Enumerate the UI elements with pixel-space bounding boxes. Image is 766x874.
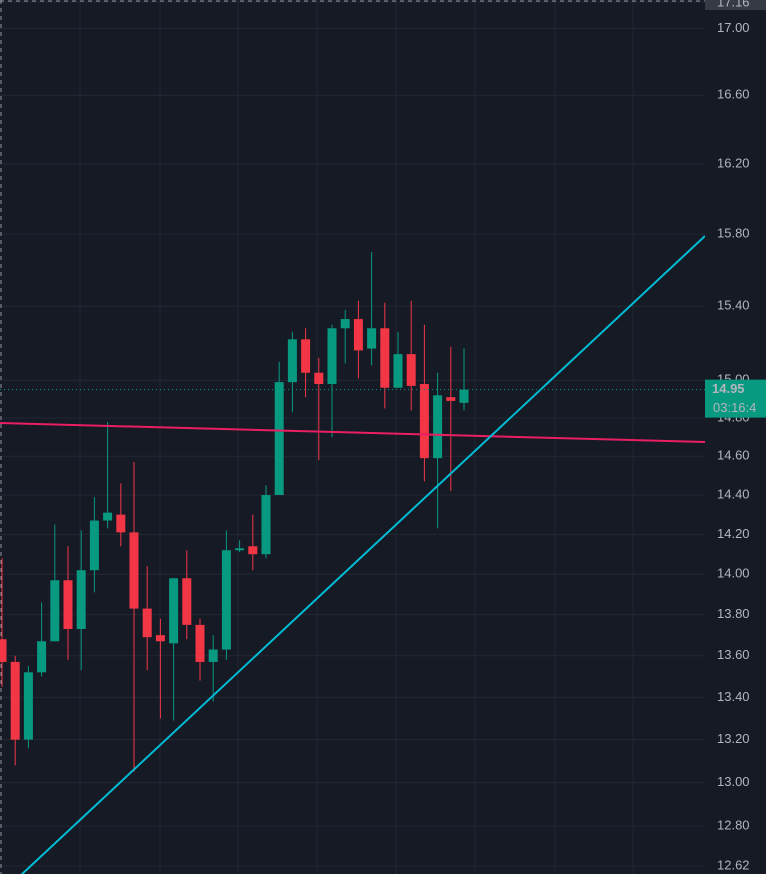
candle-body (89, 520, 99, 571)
candle-body (0, 639, 7, 662)
axis-background (705, 0, 766, 874)
candle-body (287, 339, 297, 383)
candle-body (406, 354, 416, 386)
candle-body (367, 328, 377, 349)
y-tick-label: 14.60 (717, 448, 750, 463)
candle-body (261, 495, 271, 555)
candle-body (50, 580, 60, 642)
candle-body (76, 570, 86, 629)
candle-body (63, 580, 73, 629)
last-price-label: 14.95 (712, 381, 745, 396)
y-tick-label: 17.00 (717, 20, 750, 35)
candle-body (23, 672, 33, 740)
y-tick-label: 13.40 (717, 689, 750, 704)
candle-body (235, 548, 245, 551)
candle-body (274, 382, 284, 496)
candles (0, 252, 469, 772)
y-tick-label: 16.60 (717, 87, 750, 102)
y-tick-label: 15.40 (717, 298, 750, 313)
candle-body (301, 339, 311, 373)
candle-body (129, 532, 139, 609)
candle-body (353, 319, 363, 351)
y-tick-label: 14.40 (717, 486, 750, 501)
candle-body (155, 635, 165, 642)
y-tick-label: 16.20 (717, 155, 750, 170)
candle-body (195, 624, 205, 662)
y-tick-label: 17.16 (717, 0, 750, 9)
y-tick-label: 13.80 (717, 606, 750, 621)
grid (0, 1, 705, 867)
y-tick-label: 13.00 (717, 774, 750, 789)
candle-body (116, 514, 126, 533)
y-tick-label: 14.20 (717, 526, 750, 541)
candle-body (459, 389, 469, 403)
y-tick-label: 13.20 (717, 731, 750, 746)
candle-body (221, 550, 231, 650)
edge-label-box (705, 0, 766, 10)
vertical-grid (79, 0, 634, 874)
candle-body (380, 328, 390, 388)
y-tick-label: 12.62 (717, 857, 750, 872)
candle-body (419, 383, 429, 459)
ascending-trendline (20, 235, 706, 874)
countdown-label: 03:16:4 (713, 400, 756, 415)
y-tick-label: 14.00 (717, 566, 750, 581)
candle-body (314, 372, 324, 384)
y-tick-label: 15.80 (717, 226, 750, 241)
candle-body (340, 319, 350, 329)
candle-body (103, 512, 113, 521)
candle-body (208, 649, 218, 662)
candle-body (142, 608, 152, 638)
y-tick-label: 13.60 (717, 647, 750, 662)
candle-body (248, 546, 258, 555)
y-tick-label: 12.80 (717, 818, 750, 833)
candle-body (182, 578, 192, 625)
candle-body (393, 354, 403, 388)
candle-body (37, 641, 47, 673)
candle-body (327, 328, 337, 384)
candle-body (10, 661, 20, 740)
last-price-box (705, 379, 766, 418)
candle-body (169, 578, 179, 644)
candle-body (433, 395, 443, 459)
horizontal-trendline (0, 422, 706, 443)
candle-body (446, 397, 456, 401)
